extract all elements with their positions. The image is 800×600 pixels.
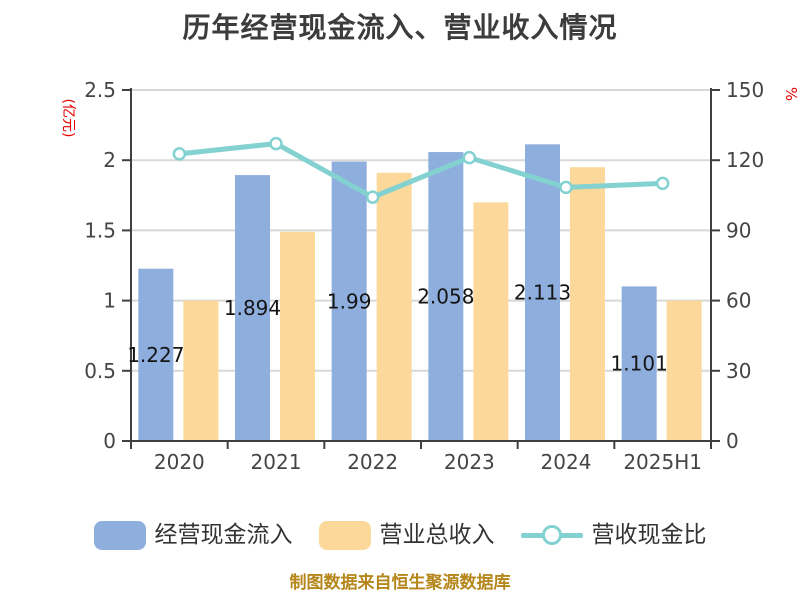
y-tick-label-right: 0 <box>726 429 739 453</box>
bar-revenue-2021 <box>280 231 315 441</box>
bar-revenue-2023 <box>473 202 509 441</box>
ratio-marker-2023 <box>462 150 477 165</box>
data-source-note: 制图数据来自恒生聚源数据库 <box>289 573 511 593</box>
y-tick-label-left: 1 <box>103 289 116 313</box>
x-tick-label: 2023 <box>444 450 495 474</box>
bar-cash-2023 <box>428 152 464 441</box>
bar-revenue-2022 <box>376 172 412 441</box>
bar-revenue-2025H1 <box>666 300 702 441</box>
y-tick-label-left: 1.5 <box>84 218 116 242</box>
legend-label-ratio: 营收现金比 <box>591 522 707 548</box>
legend-label-revenue: 营业总收入 <box>379 522 495 548</box>
bar-revenue-2024 <box>570 167 605 441</box>
left-axis-unit-label: (亿元) <box>60 99 76 138</box>
y-tick-label-right: 90 <box>726 218 751 242</box>
legend-label-cash-inflow: 经营现金流入 <box>154 522 293 548</box>
y-tick-label-right: 120 <box>726 148 764 172</box>
ratio-marker-2022 <box>365 190 380 204</box>
legend-item-cash-inflow[interactable]: 经营现金流入 <box>93 520 293 550</box>
legend-swatch-revenue-icon <box>318 520 371 550</box>
y-tick-label-right: 30 <box>726 359 751 383</box>
bar-value-label: 1.894 <box>224 296 281 320</box>
bar-value-label: 1.101 <box>611 352 668 376</box>
legend-item-ratio[interactable]: 营收现金比 <box>520 520 707 550</box>
ratio-marker-2025H1 <box>655 176 670 191</box>
bar-cash-2024 <box>525 144 560 442</box>
y-tick-label-right: 60 <box>726 289 751 313</box>
legend-item-revenue[interactable]: 营业总收入 <box>318 520 495 550</box>
bar-value-label: 1.99 <box>327 289 372 313</box>
bar-cash-2020 <box>138 268 174 441</box>
bar-value-label: 1.227 <box>127 343 184 367</box>
y-tick-label-left: 2.5 <box>84 78 116 102</box>
y-tick-label-left: 0 <box>103 429 116 453</box>
y-tick-label-left: 2 <box>103 148 116 172</box>
ratio-marker-2024 <box>559 180 573 195</box>
ratio-marker-2020 <box>172 147 187 161</box>
bar-value-label: 2.113 <box>514 281 571 305</box>
bar-revenue-2020 <box>183 300 219 441</box>
bar-value-label: 2.058 <box>417 285 474 309</box>
x-tick-label: 2025H1 <box>623 450 702 474</box>
y-tick-label-left: 0.5 <box>84 359 116 383</box>
right-axis-unit-label: % <box>782 87 800 101</box>
x-tick-label: 2021 <box>251 450 302 474</box>
x-tick-label: 2022 <box>347 450 398 474</box>
legend-swatch-cash-icon <box>93 520 146 550</box>
x-tick-label: 2024 <box>541 450 592 474</box>
bar-cash-2021 <box>235 175 270 441</box>
legend-circle-icon <box>541 525 562 545</box>
bar-cash-2025H1 <box>621 286 657 441</box>
legend-line-marker-icon <box>520 520 583 550</box>
y-tick-label-right: 150 <box>726 78 764 102</box>
bar-cash-2022 <box>331 161 367 441</box>
x-tick-label: 2020 <box>154 450 205 474</box>
ratio-marker-2021 <box>269 136 283 151</box>
chart-title: 历年经营现金流入、营业收入情况 <box>182 11 618 44</box>
ratio-line <box>176 141 666 200</box>
legend: 经营现金流入 营业总收入 营收现金比 <box>0 520 800 550</box>
